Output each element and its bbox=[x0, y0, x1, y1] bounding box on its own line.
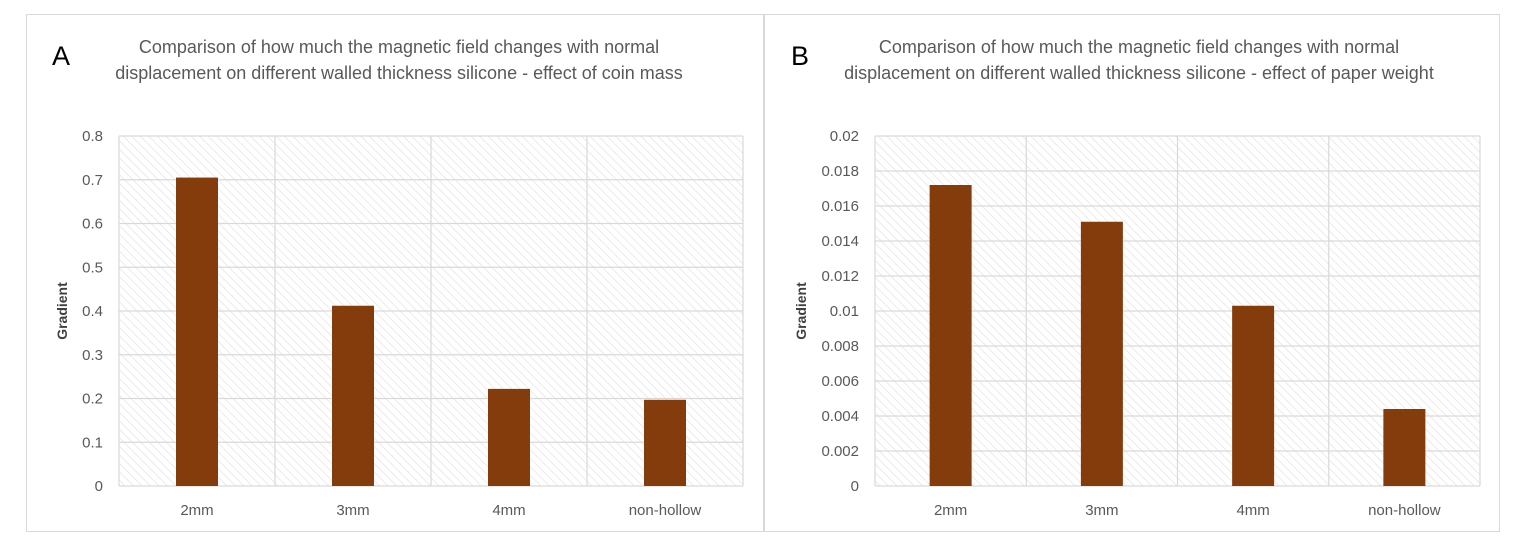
bar-4mm bbox=[1232, 305, 1275, 486]
y-tick-label: 0.1 bbox=[82, 434, 103, 451]
y-tick-label: 0.5 bbox=[82, 259, 103, 276]
x-category-label: 4mm bbox=[1236, 502, 1269, 519]
chart-title-a: Comparison of how much the magnetic fiel… bbox=[115, 37, 683, 83]
y-tick-label: 0.3 bbox=[82, 347, 103, 364]
y-tick-label: 0.006 bbox=[821, 373, 859, 390]
y-tick-label: 0.01 bbox=[830, 303, 859, 320]
bar-2mm bbox=[176, 177, 218, 486]
y-tick-label: 0.2 bbox=[82, 391, 103, 408]
y-tick-label: 0.008 bbox=[821, 338, 859, 355]
bar-chart-a: 0 0.1 0.2 0.3 0.4 0.5 0.6 0.7 0.8 2mm 3mm 4mm non-ho… bbox=[54, 128, 744, 519]
y-tick-label: 0.7 bbox=[82, 172, 103, 189]
panel-letter-a: A bbox=[52, 41, 71, 71]
y-tick-label: 0.016 bbox=[821, 198, 859, 215]
x-category-label: 2mm bbox=[934, 502, 967, 519]
y-tick-label: 0.018 bbox=[821, 163, 859, 180]
x-category-label: non-hollow bbox=[1368, 502, 1441, 519]
chart-title-b: Comparison of how much the magnetic fiel… bbox=[844, 37, 1434, 83]
bar-3mm bbox=[1080, 221, 1123, 486]
x-category-label: 3mm bbox=[1085, 502, 1118, 519]
bar-non-hollow bbox=[1383, 409, 1426, 486]
chart-panel-b: B Comparison of how much the magnetic fi… bbox=[764, 14, 1500, 532]
y-tick-label: 0.6 bbox=[82, 216, 103, 233]
y-tick-label: 0.4 bbox=[82, 303, 103, 320]
y-tick-label: 0.014 bbox=[821, 233, 859, 250]
y-tick-label: 0.012 bbox=[821, 268, 859, 285]
bar-3mm bbox=[332, 305, 374, 486]
y-tick-label: 0.004 bbox=[821, 408, 859, 425]
bar-non-hollow bbox=[644, 399, 686, 486]
panel-letter-b: B bbox=[791, 41, 810, 71]
y-tick-label: 0.8 bbox=[82, 128, 103, 145]
chart-panel-a: A Comparison of how much the magnetic fi… bbox=[26, 14, 764, 532]
bar-chart-b: 0 0.002 0.004 0.006 0.008 0.01 0.012 0.014 0.016… bbox=[793, 128, 1481, 519]
y-tick-label: 0.002 bbox=[821, 443, 859, 460]
y-tick-label: 0 bbox=[95, 478, 103, 495]
y-tick-label: 0.02 bbox=[830, 128, 859, 145]
bar-4mm bbox=[488, 388, 530, 486]
x-category-label: 3mm bbox=[336, 502, 369, 519]
y-tick-label: 0 bbox=[851, 478, 859, 495]
y-axis-title: Gradient bbox=[54, 282, 70, 340]
bar-2mm bbox=[929, 185, 972, 486]
x-category-label: 2mm bbox=[180, 502, 213, 519]
x-category-label: non-hollow bbox=[629, 502, 702, 519]
x-category-label: 4mm bbox=[492, 502, 525, 519]
y-axis-title: Gradient bbox=[793, 282, 809, 340]
